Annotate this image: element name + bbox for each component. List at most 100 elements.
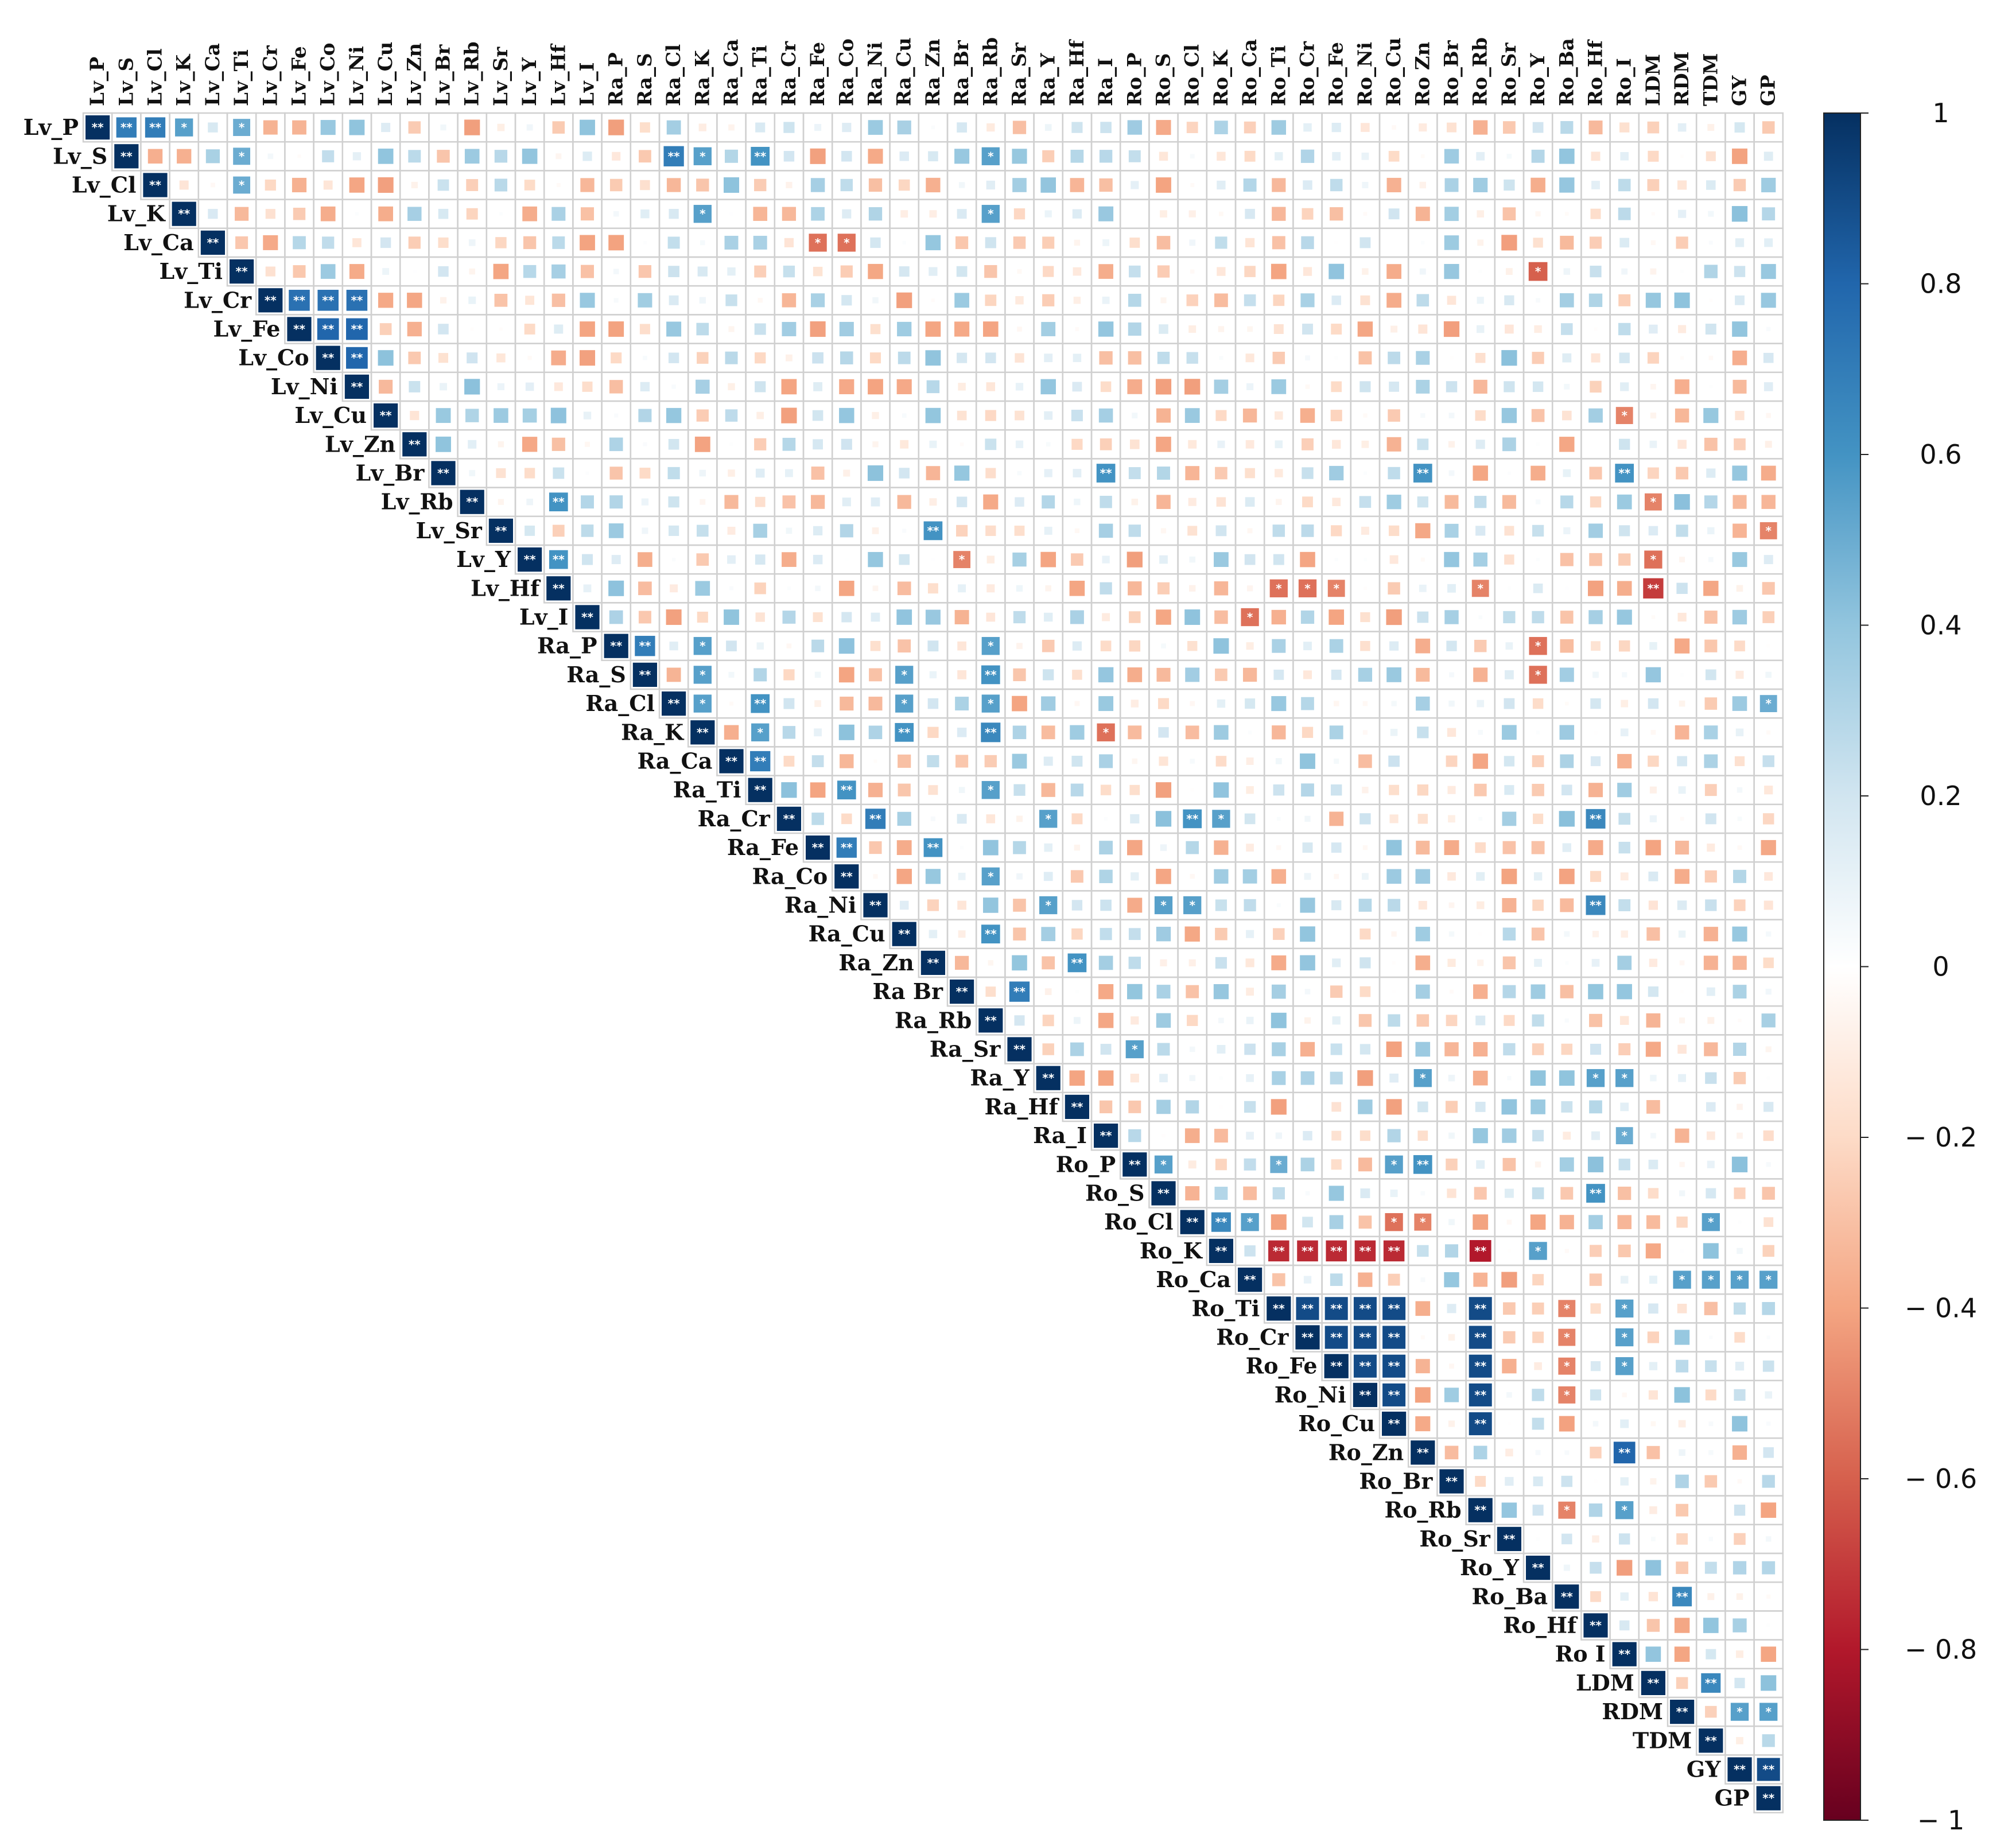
heatmap-cell xyxy=(1100,899,1112,911)
heatmap-cell xyxy=(1732,552,1747,568)
heatmap-cell xyxy=(1390,325,1398,333)
heatmap-cell xyxy=(985,352,996,363)
heatmap-cell xyxy=(1044,353,1053,363)
heatmap-cell xyxy=(1504,756,1515,767)
heatmap-cell xyxy=(1273,554,1284,565)
heatmap-cell xyxy=(1648,900,1658,910)
heatmap-cell xyxy=(1244,899,1256,912)
heatmap-cell xyxy=(1190,701,1195,706)
heatmap-cell xyxy=(468,296,476,304)
heatmap-cell xyxy=(1592,1421,1599,1427)
heatmap-cell xyxy=(1447,1188,1456,1198)
row-label: Lv_Ni xyxy=(271,374,338,399)
significance-marker: ** xyxy=(553,553,565,566)
heatmap-cell xyxy=(1505,1476,1514,1486)
heatmap-cell xyxy=(1217,699,1226,708)
row-label: Lv_Y xyxy=(456,546,511,572)
significance-marker: ** xyxy=(1417,1445,1429,1459)
heatmap-cell xyxy=(986,555,995,564)
heatmap-cell xyxy=(1131,872,1139,881)
significance-marker: * xyxy=(239,178,245,192)
heatmap-cell xyxy=(409,380,421,393)
significance-marker: ** xyxy=(1705,1734,1717,1747)
heatmap-cell xyxy=(411,181,418,189)
heatmap-cell xyxy=(958,584,966,593)
heatmap-cell xyxy=(899,468,910,479)
heatmap-cell xyxy=(1647,1331,1660,1343)
heatmap-cell xyxy=(1360,1188,1370,1198)
heatmap-cell xyxy=(697,611,708,623)
heatmap-cell xyxy=(1618,207,1631,220)
heatmap-cell xyxy=(839,379,854,394)
significance-marker: ** xyxy=(178,207,190,221)
heatmap-cell xyxy=(380,237,391,248)
heatmap-cell xyxy=(1070,1042,1084,1056)
heatmap-cell xyxy=(1674,494,1690,510)
heatmap-cell xyxy=(724,235,739,250)
heatmap-cell xyxy=(1532,1274,1544,1285)
heatmap-cell xyxy=(1559,868,1575,884)
row-label: Ro_Ti xyxy=(1192,1295,1260,1321)
heatmap-cell xyxy=(1448,815,1455,823)
heatmap-cell xyxy=(1070,610,1084,624)
heatmap-cell xyxy=(1448,1074,1455,1082)
significance-marker: ** xyxy=(668,697,680,710)
heatmap-cell xyxy=(381,123,391,133)
heatmap-cell xyxy=(1733,523,1747,538)
heatmap-cell xyxy=(1444,495,1459,509)
significance-marker: * xyxy=(1564,1301,1570,1315)
heatmap-cell xyxy=(1184,1128,1200,1143)
heatmap-cell xyxy=(1503,1302,1516,1315)
significance-marker: * xyxy=(988,149,994,163)
heatmap-cell xyxy=(1271,984,1286,999)
row-label: Ro_Cr xyxy=(1216,1324,1289,1350)
heatmap-cell xyxy=(1706,180,1716,190)
heatmap-cell xyxy=(1708,1421,1714,1427)
heatmap-cell xyxy=(696,322,709,336)
heatmap-cell xyxy=(469,268,475,275)
row-label: Ra_Zn xyxy=(838,950,914,976)
heatmap-cell xyxy=(1073,297,1081,304)
significance-marker: ** xyxy=(1013,985,1026,998)
heatmap-cell xyxy=(1617,609,1632,625)
column-label: Ra_Rb xyxy=(979,37,1002,106)
heatmap-cell xyxy=(1560,121,1574,134)
heatmap-cell xyxy=(1362,787,1369,794)
heatmap-cell xyxy=(1735,670,1744,679)
heatmap-cell xyxy=(1043,872,1053,881)
heatmap-cell xyxy=(642,527,648,534)
heatmap-cell xyxy=(667,467,680,480)
row-label: Ro_Cl xyxy=(1104,1209,1174,1235)
heatmap-cell xyxy=(1217,1044,1226,1054)
significance-marker: ** xyxy=(1417,1157,1429,1171)
column-label: Ro_Rb xyxy=(1469,37,1492,106)
heatmap-cell xyxy=(1185,466,1200,480)
heatmap-cell xyxy=(1245,497,1255,507)
heatmap-cell xyxy=(872,527,879,534)
column-label: Ra_Cr xyxy=(778,41,801,106)
heatmap-cell xyxy=(671,384,676,389)
row-label: Ro_Y xyxy=(1460,1555,1520,1580)
heatmap-cell xyxy=(1648,1188,1659,1199)
heatmap-cell xyxy=(871,497,880,507)
heatmap-cell xyxy=(378,148,394,164)
significance-marker: ** xyxy=(495,524,507,538)
heatmap-cell xyxy=(1214,121,1228,134)
heatmap-cell xyxy=(527,356,532,360)
heatmap-cell xyxy=(235,236,248,249)
heatmap-cell xyxy=(1473,1445,1487,1460)
heatmap-cell xyxy=(1732,350,1747,366)
row-label: Lv_Br xyxy=(355,460,425,486)
heatmap-cell xyxy=(1157,698,1170,709)
heatmap-cell xyxy=(1127,897,1143,913)
heatmap-cell xyxy=(783,669,795,681)
heatmap-cell xyxy=(1735,1362,1745,1371)
heatmap-cell xyxy=(1420,413,1425,418)
heatmap-cell xyxy=(1215,410,1227,421)
column-label: Ro_S xyxy=(1152,53,1175,107)
heatmap-cell xyxy=(1531,841,1545,854)
heatmap-cell xyxy=(982,897,999,913)
heatmap-cell xyxy=(1587,1156,1604,1172)
heatmap-cell xyxy=(1651,615,1656,619)
heatmap-cell xyxy=(1357,321,1373,337)
